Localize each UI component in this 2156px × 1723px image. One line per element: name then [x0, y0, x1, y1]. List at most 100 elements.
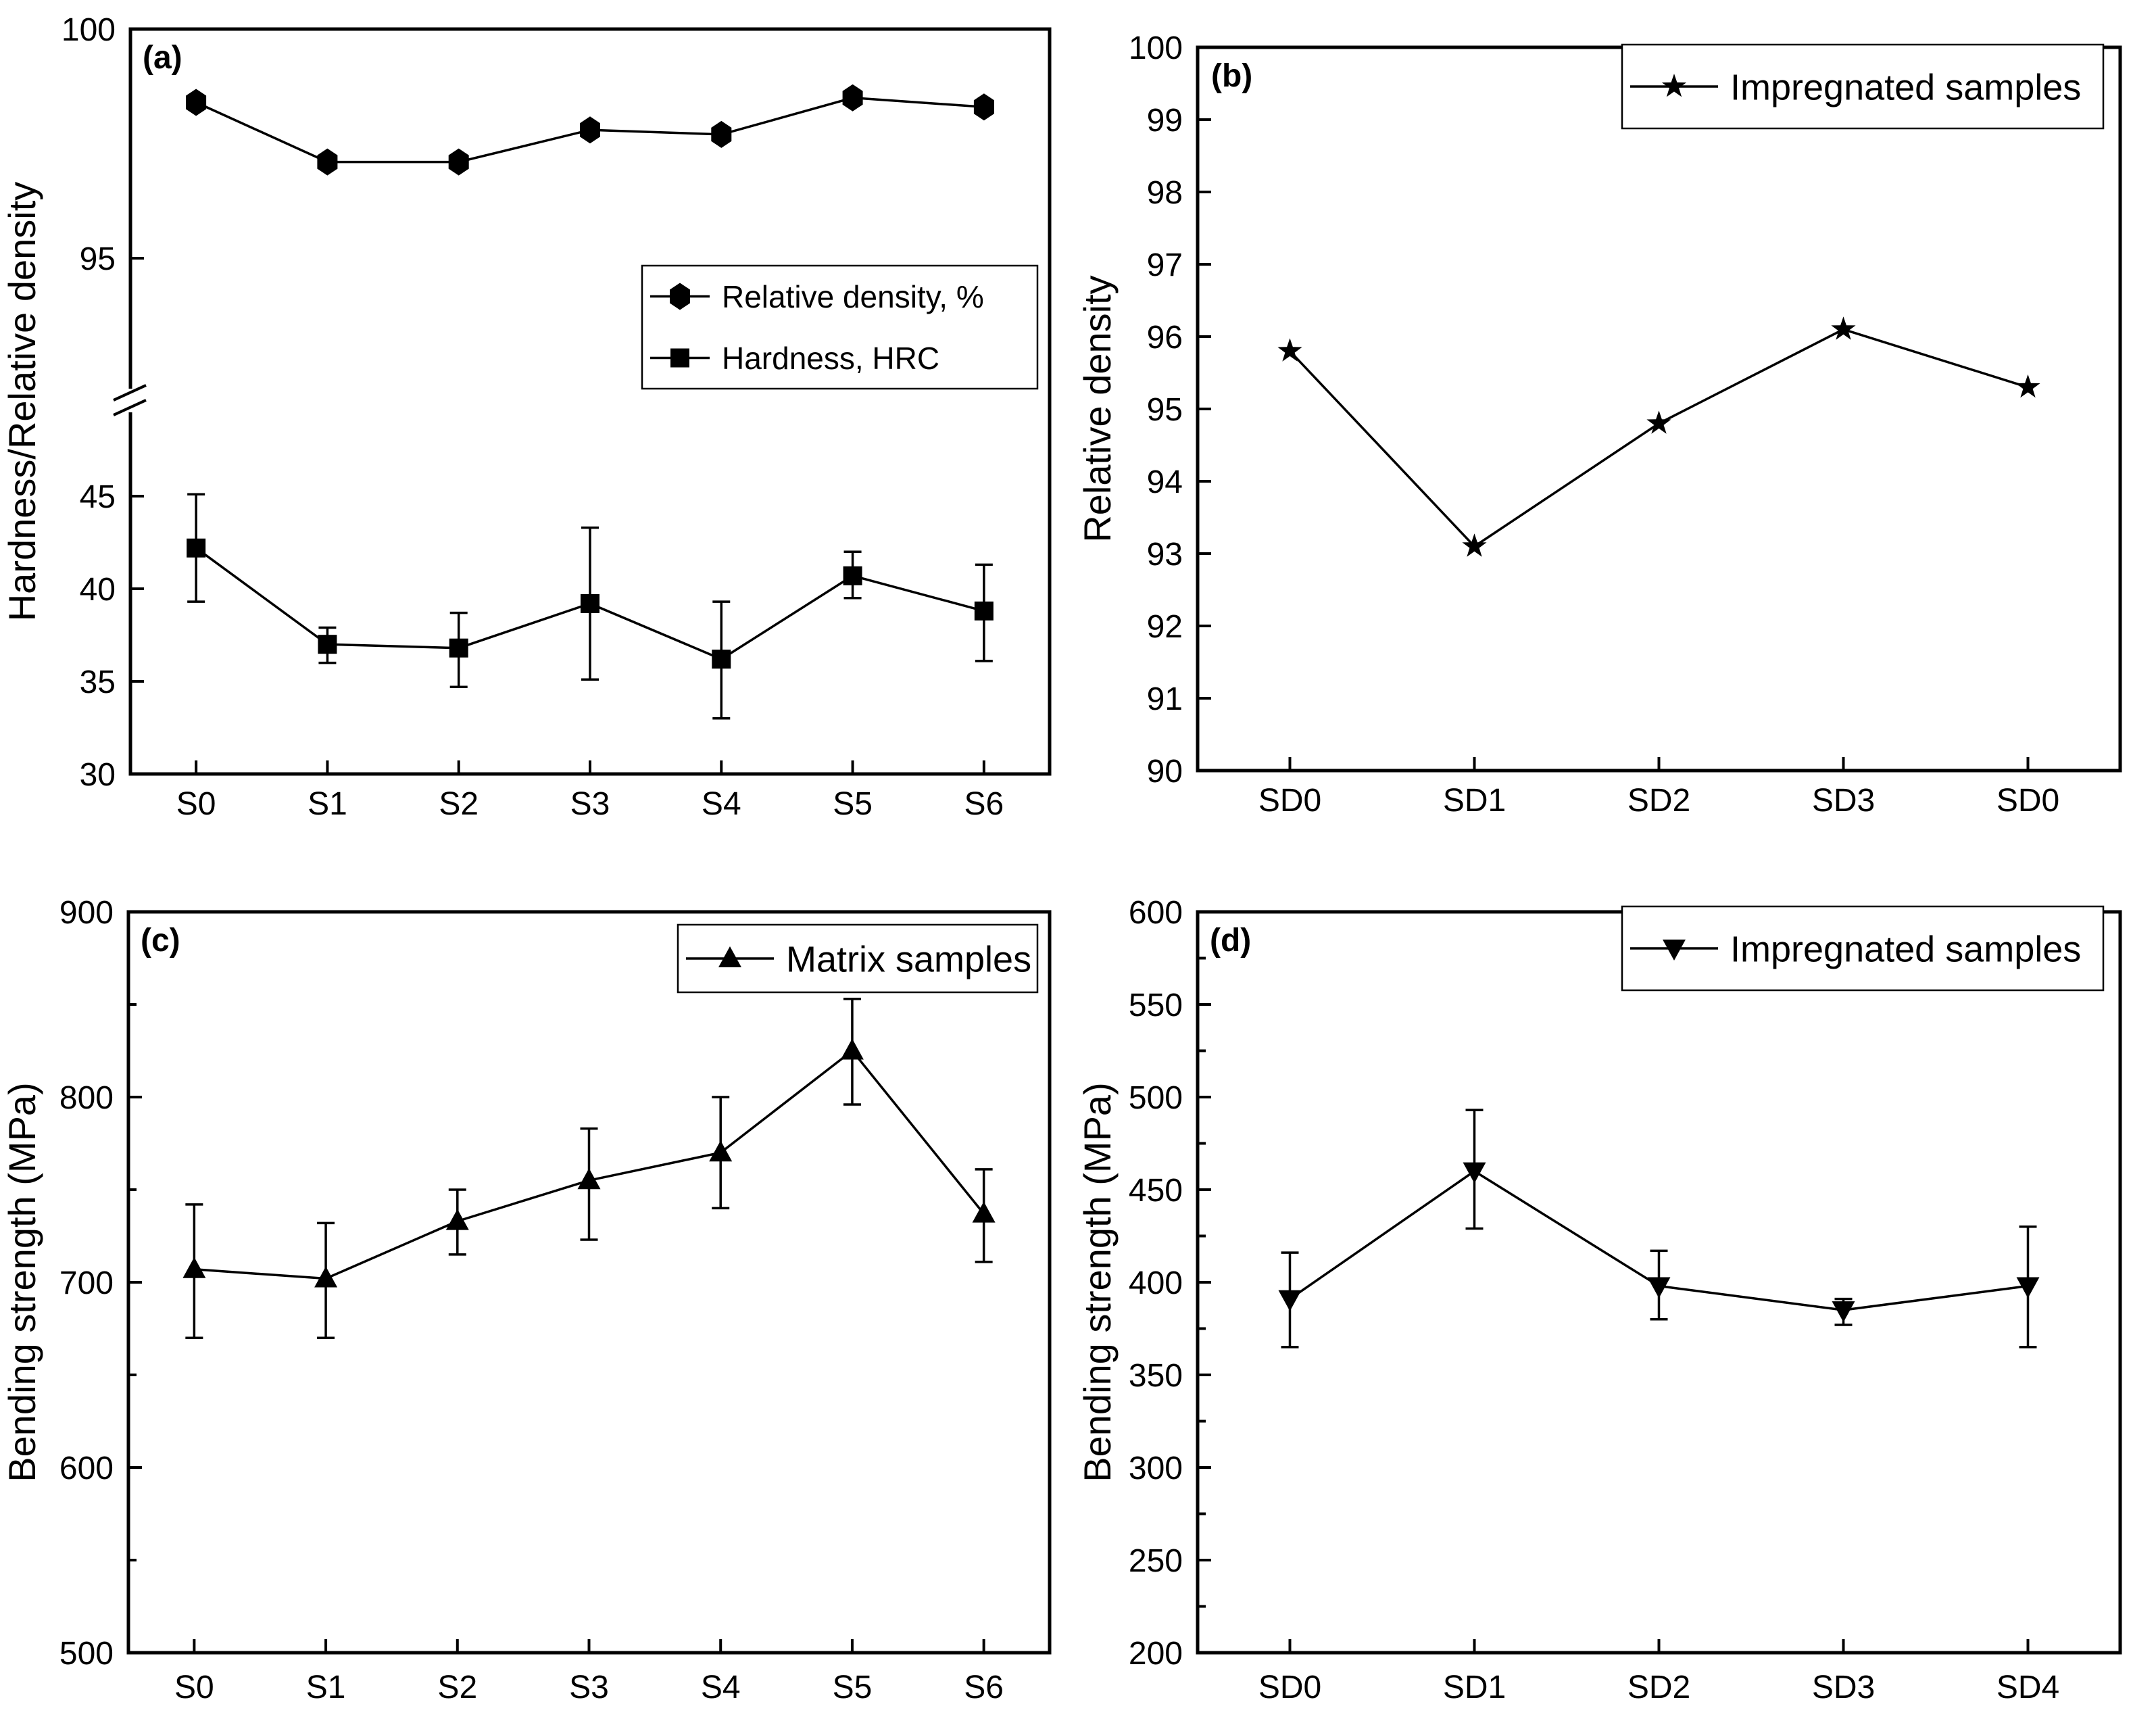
- y-tick-label: 40: [80, 572, 116, 608]
- x-tick-label: S2: [439, 786, 479, 822]
- panel-letter: (a): [143, 40, 182, 76]
- panel-letter: (d): [1210, 923, 1251, 958]
- legend-triangle-up-icon: [718, 946, 741, 967]
- x-tick-label: S2: [437, 1670, 477, 1705]
- y-tick-label: 700: [59, 1265, 114, 1301]
- y-tick-label: 91: [1147, 681, 1183, 717]
- x-tick-label: S4: [701, 1670, 741, 1705]
- y-tick-label: 350: [1129, 1358, 1183, 1394]
- data-point-square-icon: [712, 650, 731, 669]
- y-tick-label: 600: [59, 1451, 114, 1486]
- panel-a-chart: 100 95 45 40 35 30 S0 S1 S2 S3 S4 S5 S6 Hardness/Rela…: [1, 12, 1052, 822]
- x-tick-label: SD0: [1996, 783, 2059, 819]
- legend-label: Impregnated samples: [1730, 67, 2081, 107]
- panel-letter: (b): [1211, 58, 1252, 94]
- data-point-triangle-up-icon: [182, 1257, 206, 1278]
- x-tick-label: SD4: [1996, 1670, 2059, 1705]
- data-point-hexagon-icon: [973, 93, 994, 121]
- plot-box: [1196, 45, 2122, 773]
- data-point-star-icon: [1462, 533, 1487, 557]
- data-point-triangle-up-icon: [709, 1140, 733, 1162]
- x-tick-label: SD1: [1443, 1670, 1506, 1705]
- data-point-triangle-up-icon: [314, 1266, 338, 1288]
- y-tick-label: 450: [1129, 1173, 1183, 1209]
- data-point-hexagon-icon: [842, 84, 863, 112]
- data-point-triangle-up-icon: [972, 1201, 996, 1223]
- axis-break-icon: [113, 384, 147, 402]
- y-tick-label: 600: [1129, 895, 1183, 931]
- panel-letter: (c): [141, 923, 180, 958]
- data-point-hexagon-icon: [448, 148, 469, 176]
- panel-b-chart: 90 91 92 93 94 95 96 97 98 99 100 SD0 SD1 SD2 SD3 SD0 Re…: [1078, 30, 2122, 819]
- legend-hexagon-icon: [670, 283, 690, 310]
- y-tick-label: 900: [59, 895, 114, 931]
- y-tick-label: 100: [62, 12, 116, 48]
- y-axis-title: Bending strength (MPa): [1, 1082, 43, 1482]
- y-tick-label: 250: [1129, 1543, 1183, 1579]
- y-tick-label: 800: [59, 1080, 114, 1116]
- legend-star-icon: [1661, 74, 1687, 97]
- x-tick-label: SD3: [1812, 1670, 1875, 1705]
- x-tick-label: S6: [964, 786, 1004, 822]
- legend-label: Hardness, HRC: [722, 341, 939, 376]
- data-point-hexagon-icon: [186, 89, 207, 116]
- y-tick-label: 92: [1147, 609, 1183, 645]
- x-tick-label: SD1: [1443, 783, 1506, 819]
- x-tick-label: SD0: [1258, 783, 1321, 819]
- y-tick-label: 97: [1147, 247, 1183, 283]
- data-point-triangle-down-icon: [1647, 1277, 1671, 1299]
- x-tick-label: S5: [833, 786, 873, 822]
- y-tick-label: 95: [80, 241, 116, 277]
- data-point-square-icon: [974, 601, 994, 621]
- y-tick-label: 95: [1147, 392, 1183, 428]
- x-tick-label: SD3: [1812, 783, 1875, 819]
- panel-d: 200 250 300 350 400 450 500 550 600 SD0 SD1 SD2 SD3 S…: [1078, 862, 2156, 1723]
- x-tick-label: S3: [569, 1670, 609, 1705]
- legend-label: Impregnated samples: [1730, 929, 2081, 969]
- data-point-triangle-up-icon: [577, 1168, 601, 1190]
- y-axis-title: Relative density: [1078, 275, 1119, 542]
- legend-label: Relative density, %: [722, 279, 984, 314]
- y-tick-label: 300: [1129, 1451, 1183, 1486]
- x-tick-label: SD2: [1627, 783, 1690, 819]
- x-tick-label: S6: [964, 1670, 1004, 1705]
- legend-square-icon: [670, 348, 689, 368]
- data-point-triangle-up-icon: [445, 1209, 469, 1230]
- data-point-triangle-down-icon: [1832, 1301, 1855, 1323]
- x-tick-label: SD2: [1627, 1670, 1690, 1705]
- x-tick-label: S4: [702, 786, 741, 822]
- plot-box: [126, 910, 1052, 1655]
- legend-box: [641, 264, 1039, 390]
- panel-c: 500 600 700 800 900 S0 S1 S2 S3 S4 S5 S6 Bending str…: [0, 862, 1078, 1723]
- data-point-hexagon-icon: [711, 120, 732, 148]
- y-axis-title: Hardness/Relative density: [1, 182, 43, 622]
- y-tick-label: 550: [1129, 988, 1183, 1023]
- y-tick-label: 30: [80, 757, 116, 793]
- y-tick-label: 96: [1147, 320, 1183, 356]
- data-point-star-icon: [2015, 374, 2040, 398]
- y-tick-label: 500: [1129, 1080, 1183, 1116]
- data-point-square-icon: [581, 593, 599, 613]
- y-tick-label: 99: [1147, 103, 1183, 139]
- data-point-star-icon: [1831, 316, 1856, 340]
- data-point-star-icon: [1277, 338, 1302, 362]
- x-tick-label: S0: [176, 786, 216, 822]
- legend-triangle-down-icon: [1663, 940, 1686, 961]
- y-axis-title: Bending strength (MPa): [1078, 1082, 1119, 1482]
- series-line-0: [1289, 328, 2029, 548]
- x-tick-label: S0: [174, 1670, 214, 1705]
- legend-label: Matrix samples: [786, 939, 1031, 979]
- panel-c-chart: 500 600 700 800 900 S0 S1 S2 S3 S4 S5 S6 Bending str…: [1, 895, 1052, 1705]
- data-point-square-icon: [843, 566, 862, 585]
- y-tick-label: 500: [59, 1636, 114, 1672]
- x-tick-label: S5: [833, 1670, 873, 1705]
- data-point-triangle-down-icon: [2016, 1277, 2040, 1299]
- data-point-square-icon: [318, 635, 337, 654]
- y-tick-label: 100: [1129, 30, 1183, 66]
- data-point-hexagon-icon: [580, 116, 600, 144]
- y-tick-label: 400: [1129, 1265, 1183, 1301]
- x-tick-label: S1: [306, 1670, 346, 1705]
- y-tick-label: 93: [1147, 537, 1183, 573]
- y-tick-label: 200: [1129, 1636, 1183, 1672]
